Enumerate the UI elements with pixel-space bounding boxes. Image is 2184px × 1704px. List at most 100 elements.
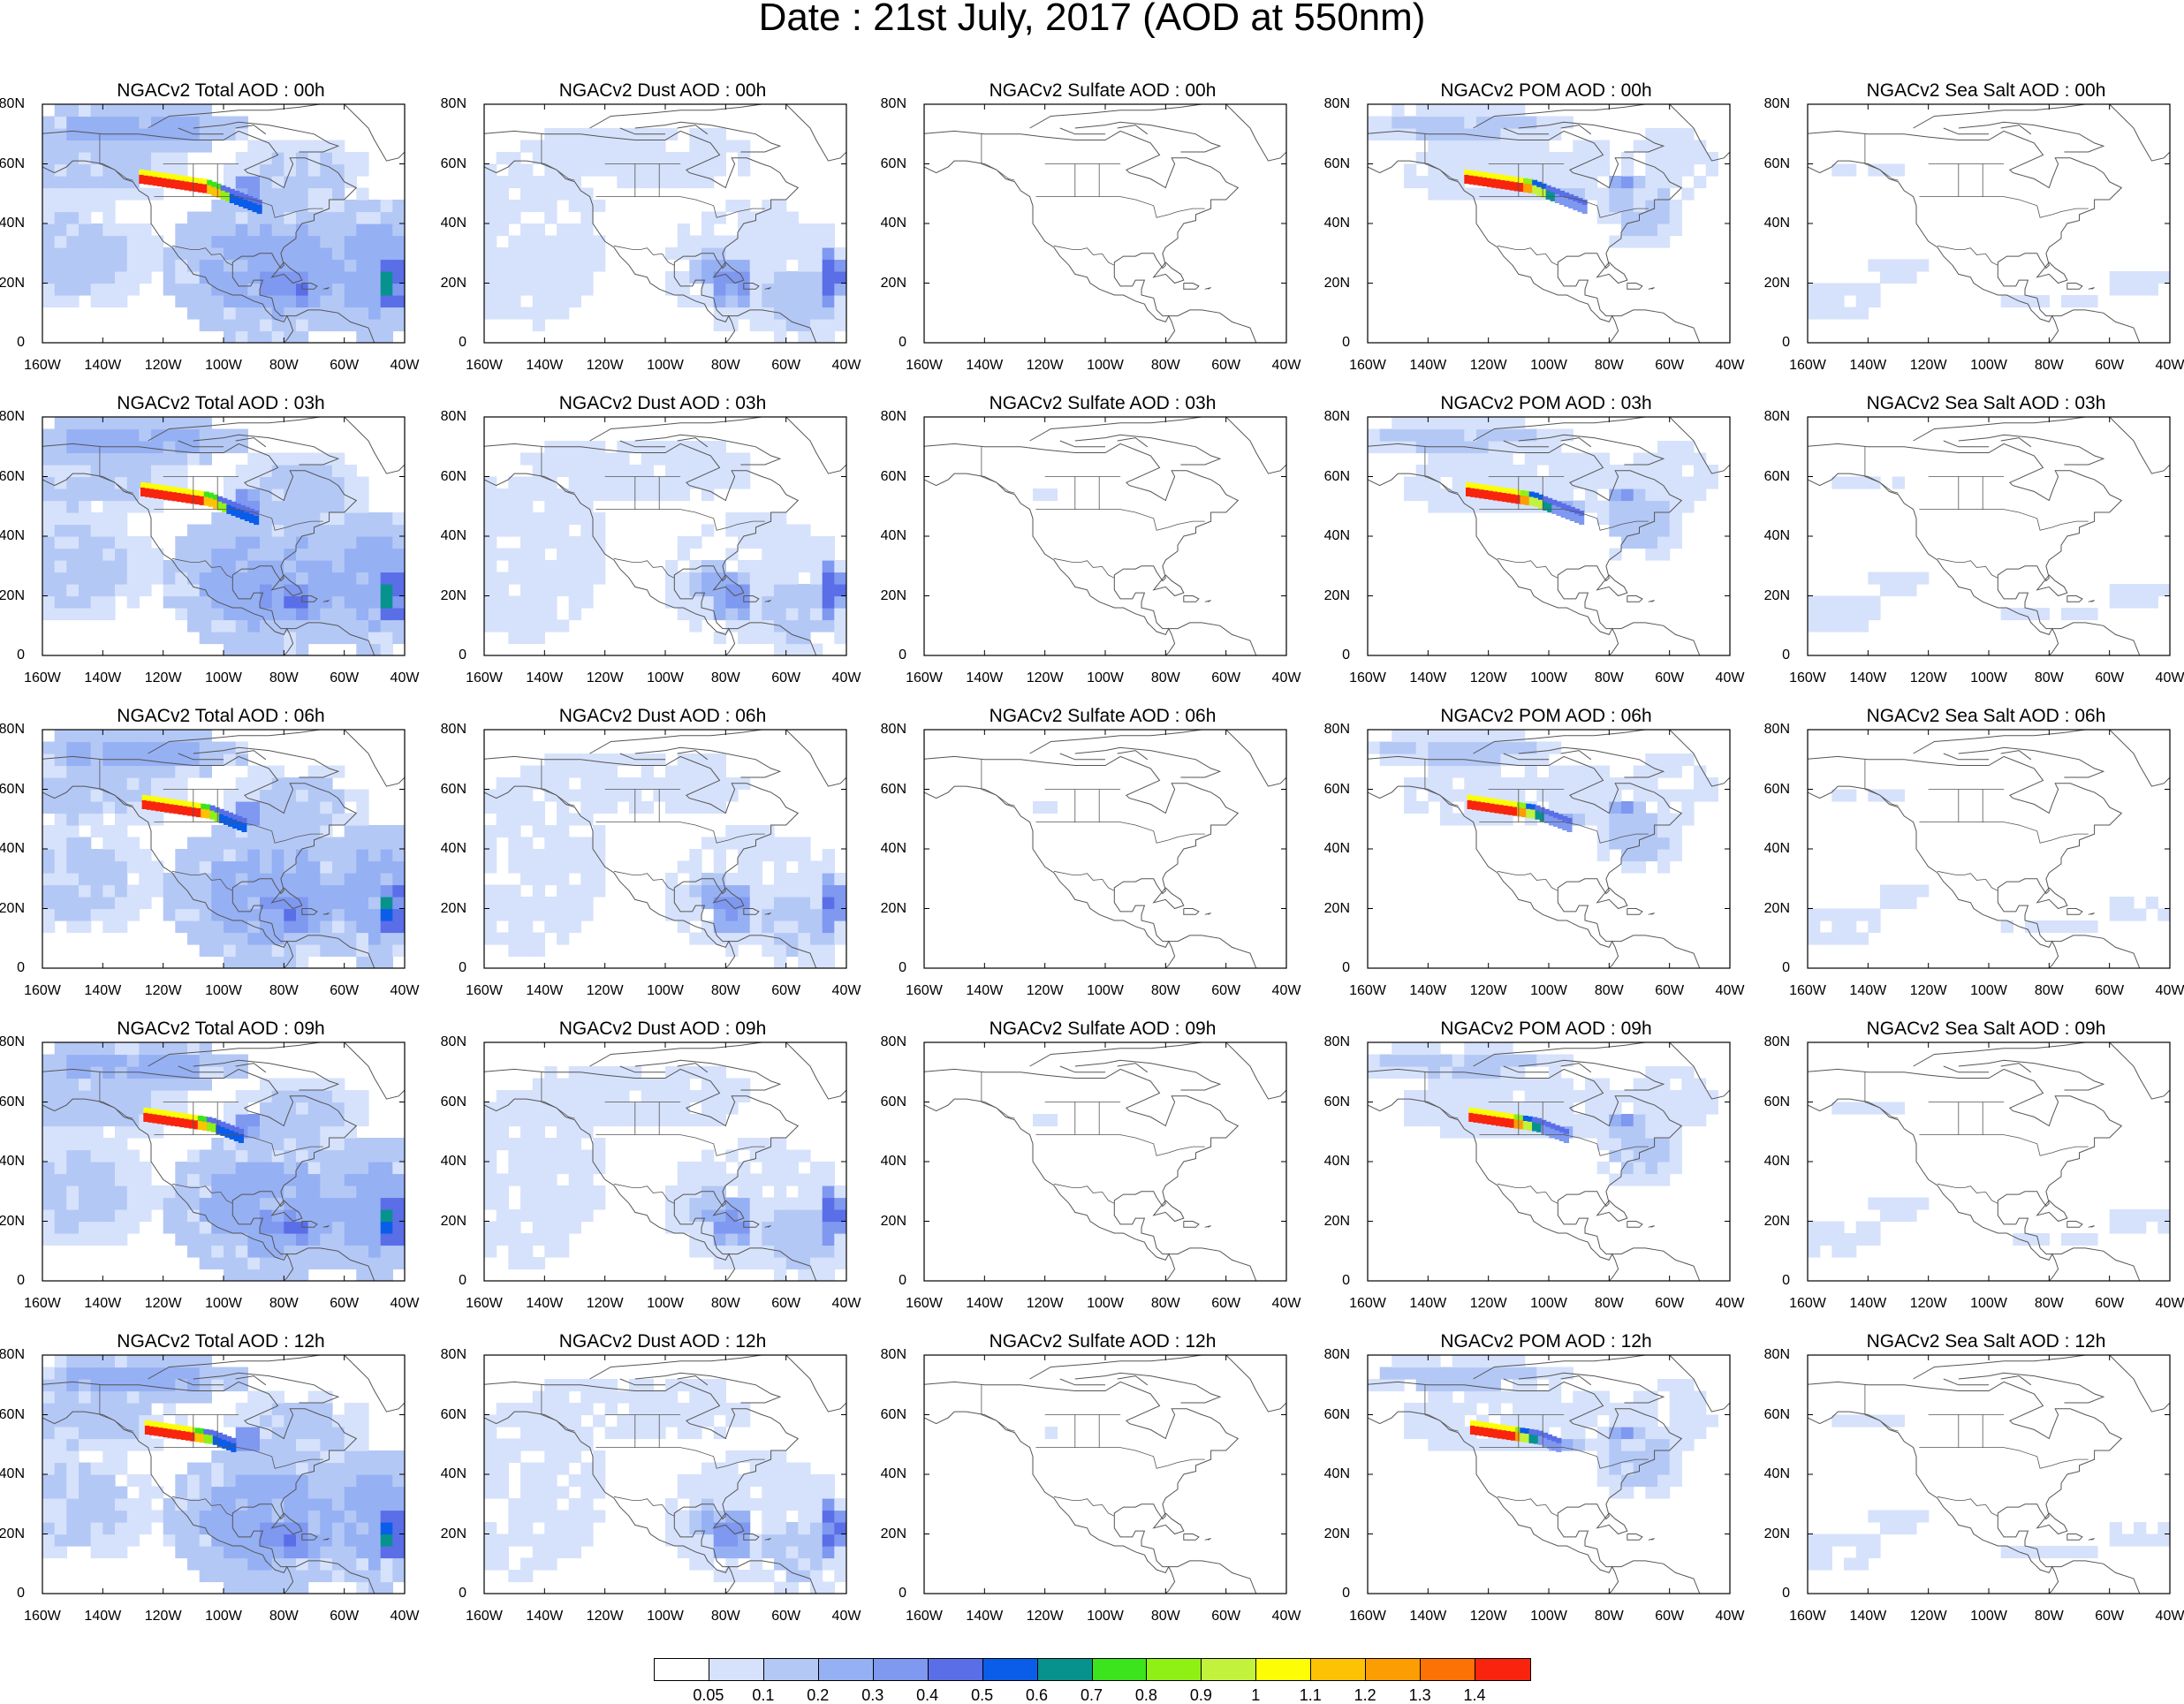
aod-cell bbox=[175, 909, 187, 921]
aod-cell bbox=[605, 1427, 618, 1439]
aod-cell bbox=[484, 909, 497, 921]
aod-cell bbox=[224, 247, 236, 260]
aod-cell bbox=[115, 572, 127, 585]
aod-cell bbox=[55, 1546, 67, 1558]
aod-cell bbox=[79, 176, 91, 188]
lat-tick-label: 80N bbox=[426, 723, 466, 737]
lat-tick-label: 40N bbox=[426, 1467, 466, 1481]
aod-cell bbox=[236, 164, 248, 177]
aod-cell bbox=[91, 742, 103, 754]
aod-cell bbox=[484, 247, 497, 260]
aod-cell bbox=[102, 488, 115, 501]
aod-cell bbox=[508, 920, 520, 933]
aod-cell bbox=[42, 212, 55, 224]
aod-cell bbox=[786, 525, 799, 537]
aod-cell bbox=[533, 1498, 545, 1511]
aod-cell bbox=[260, 223, 272, 236]
aod-cell bbox=[224, 790, 236, 802]
aod-cell bbox=[714, 1534, 726, 1547]
aod-cell bbox=[569, 260, 581, 272]
aod-cell bbox=[151, 766, 163, 778]
lat-tick-label: 80N bbox=[426, 410, 466, 424]
lon-tick-label: 60W bbox=[320, 1297, 369, 1311]
aod-cell bbox=[701, 1379, 714, 1391]
aod-cell bbox=[484, 525, 497, 537]
aod-cell bbox=[102, 849, 115, 861]
aod-cell bbox=[533, 1138, 545, 1150]
aod-cell bbox=[569, 536, 581, 549]
aod-cell bbox=[689, 1534, 701, 1547]
aod-cell bbox=[211, 1570, 224, 1582]
aod-cell bbox=[224, 873, 236, 885]
aod-cell bbox=[224, 525, 236, 537]
aod-cell bbox=[356, 572, 368, 585]
aod-cell bbox=[163, 897, 176, 909]
aod-cell bbox=[66, 1427, 79, 1439]
aod-cell bbox=[284, 536, 296, 549]
aod-cell bbox=[725, 873, 738, 885]
border-line bbox=[1054, 558, 1114, 578]
aod-cell bbox=[260, 632, 272, 644]
lat-tick-label: 40N bbox=[426, 842, 466, 856]
aod-cell bbox=[810, 620, 823, 632]
aod-cell bbox=[714, 164, 726, 177]
aod-cell bbox=[678, 861, 690, 874]
aod-cell bbox=[810, 608, 823, 620]
lat-tick-label: 80N bbox=[426, 1348, 466, 1362]
aod-cell bbox=[211, 1233, 224, 1246]
aod-cell bbox=[392, 223, 405, 236]
aod-cell bbox=[284, 1450, 296, 1463]
aod-cell bbox=[508, 572, 520, 585]
aod-cell bbox=[533, 801, 545, 814]
aod-cell bbox=[247, 236, 260, 248]
aod-cell bbox=[55, 837, 67, 850]
aod-cell bbox=[508, 885, 520, 897]
aod-cell bbox=[247, 223, 260, 236]
aod-cell bbox=[102, 766, 115, 778]
aod-cell bbox=[236, 1209, 248, 1222]
aod-cell bbox=[224, 117, 236, 129]
aod-cell bbox=[520, 1427, 533, 1439]
aod-cell bbox=[533, 236, 545, 248]
aod-cell bbox=[810, 897, 823, 909]
aod-cell bbox=[1489, 152, 1501, 164]
aod-cell bbox=[762, 1198, 774, 1210]
aod-cell bbox=[115, 1150, 127, 1163]
aod-cell bbox=[296, 247, 308, 260]
aod-cell bbox=[42, 117, 55, 129]
aod-cell bbox=[187, 1162, 200, 1174]
aod-cell bbox=[508, 501, 520, 513]
aod-cell bbox=[209, 1435, 214, 1444]
aod-cell bbox=[201, 804, 206, 809]
aod-cell bbox=[786, 1233, 799, 1246]
aod-cell bbox=[66, 271, 79, 284]
aod-cell bbox=[774, 1450, 786, 1463]
aod-cell bbox=[786, 1474, 799, 1487]
aod-cell bbox=[381, 525, 393, 537]
aod-cell bbox=[508, 1246, 520, 1258]
aod-cell bbox=[381, 873, 393, 885]
aod-cell bbox=[392, 608, 405, 620]
aod-cell bbox=[139, 897, 151, 909]
aod-cell bbox=[200, 284, 212, 296]
aod-cell bbox=[332, 632, 345, 644]
aod-cell bbox=[533, 933, 545, 945]
lat-tick-label: 0 bbox=[866, 961, 906, 975]
aod-cell bbox=[823, 1522, 835, 1534]
aod-cell bbox=[151, 549, 163, 561]
aod-cell bbox=[665, 1102, 678, 1115]
aod-cell bbox=[786, 1534, 799, 1547]
aod-cell bbox=[689, 1198, 701, 1210]
aod-cell bbox=[66, 1233, 79, 1246]
aod-cell bbox=[701, 1102, 714, 1115]
aod-cell bbox=[151, 140, 163, 153]
aod-cell bbox=[356, 814, 368, 826]
aod-cell bbox=[508, 488, 520, 501]
aod-cell bbox=[678, 176, 690, 188]
aod-cell bbox=[605, 1114, 618, 1126]
lon-tick-label: 160W bbox=[459, 671, 509, 685]
aod-cell bbox=[368, 596, 381, 609]
aod-cell bbox=[569, 560, 581, 572]
aod-cell bbox=[641, 801, 654, 814]
aod-cell bbox=[605, 1391, 618, 1404]
